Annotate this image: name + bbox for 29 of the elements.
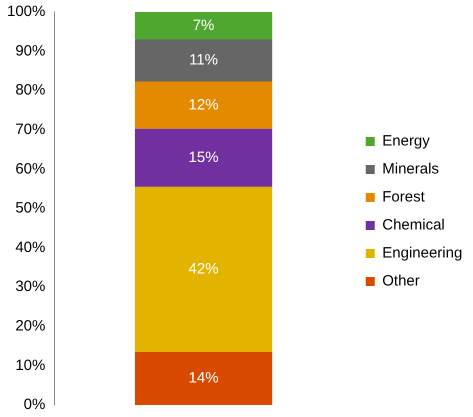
y-tick-label: 90%: [15, 42, 46, 60]
bar: [134, 12, 272, 40]
legend-label: Energy: [382, 132, 430, 150]
data-label: 42%: [188, 260, 219, 278]
y-tick-label: 80%: [15, 82, 46, 99]
data-label: 12%: [188, 96, 219, 114]
bar: [134, 82, 272, 129]
y-tick-label: 100%: [6, 3, 46, 20]
bar: [134, 128, 272, 187]
y-tick-label: 60%: [15, 160, 46, 178]
y-tick-label: 40%: [15, 238, 46, 256]
legend-label: Forest: [382, 188, 426, 206]
y-tick-label: 70%: [15, 121, 46, 138]
bar: [134, 352, 272, 405]
y-tick-label: 50%: [15, 200, 46, 217]
data-label: 14%: [188, 370, 219, 387]
legend-label: Chemical: [382, 216, 445, 234]
data-label: 7%: [192, 16, 214, 34]
legend-label: Other: [382, 272, 420, 290]
y-tick-label: 20%: [15, 318, 46, 335]
y-tick-label: 0%: [24, 396, 46, 414]
y-tick-label: 10%: [15, 356, 46, 374]
data-label: 15%: [188, 148, 219, 166]
legend-label: Minerals: [382, 160, 439, 178]
bar: [134, 186, 272, 352]
y-tick-label: 30%: [15, 278, 46, 296]
bar: [134, 40, 272, 82]
data-label: 11%: [189, 52, 218, 69]
legend-label: Engineering: [382, 244, 462, 262]
